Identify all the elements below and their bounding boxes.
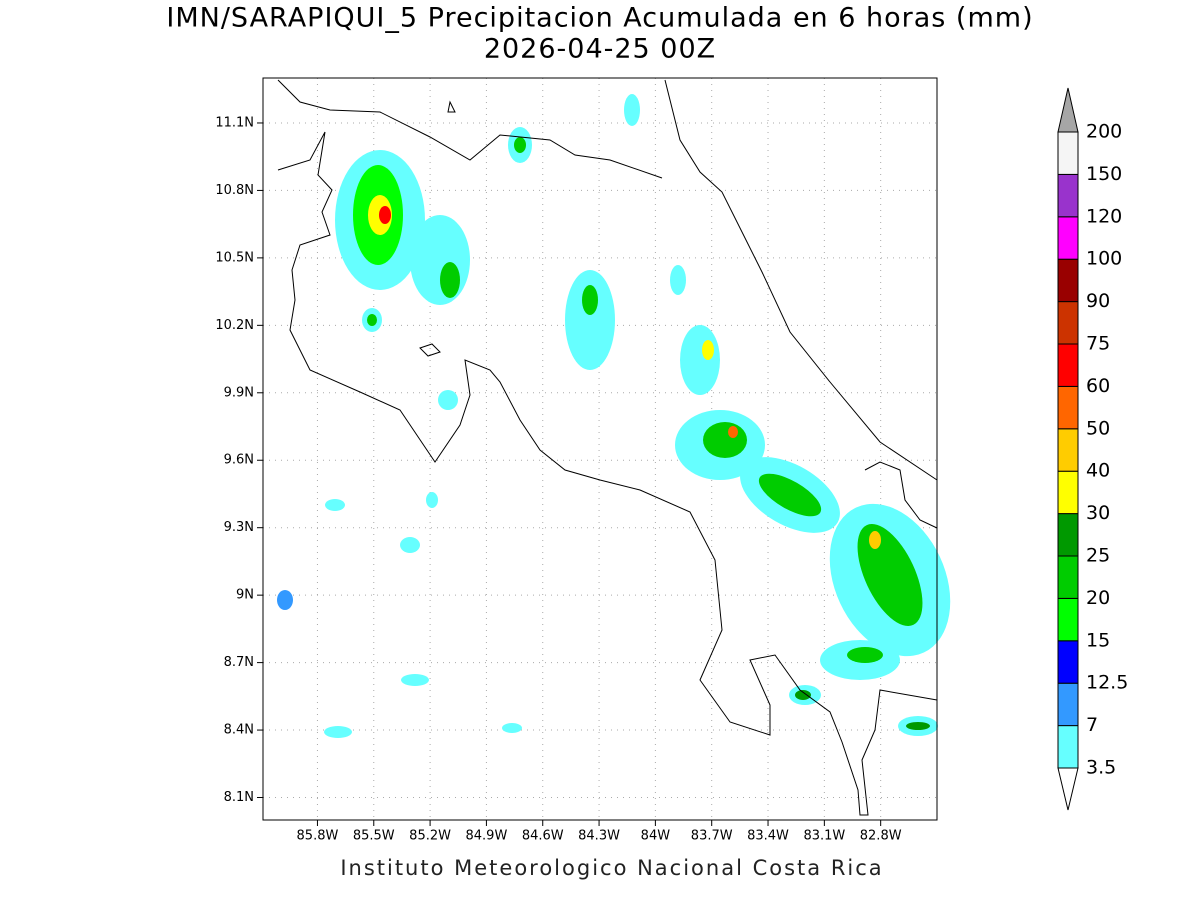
precip-cell xyxy=(869,531,881,549)
colorbar-label: 3.5 xyxy=(1086,757,1116,779)
colorbar-label: 75 xyxy=(1086,333,1110,355)
border xyxy=(277,79,663,179)
colorbar-swatch xyxy=(1057,470,1079,515)
precip-cell xyxy=(367,314,377,326)
coastline xyxy=(419,100,456,357)
precip-cell xyxy=(670,265,686,295)
precip-cell xyxy=(857,524,923,626)
precip-cell xyxy=(514,137,526,153)
precip-cell xyxy=(758,473,822,517)
y-tick-label: 10.5N xyxy=(215,250,254,265)
precip-cell xyxy=(795,690,811,700)
precip-cell xyxy=(906,722,930,730)
precip-cell xyxy=(565,270,615,370)
y-tick-label: 9N xyxy=(236,588,254,603)
colorbar-swatch xyxy=(1057,258,1079,303)
colorbar-label: 25 xyxy=(1086,545,1110,567)
coastlines xyxy=(277,79,938,816)
y-tick-label: 10.2N xyxy=(215,318,254,333)
y-tick-label: 9.6N xyxy=(224,453,254,468)
colorbar-label: 120 xyxy=(1086,205,1122,227)
map-frame xyxy=(262,77,938,821)
x-tick-label: 82.8W xyxy=(860,829,902,844)
axes: 85.8W 85.5W 85.2W 84.9W 84.6W 84.3W 84W 83.7W 83… xyxy=(215,115,901,843)
x-tick-label: 84W xyxy=(641,829,671,844)
y-tick-label: 9.3N xyxy=(224,520,254,535)
colorbar: 3.5 7 12.5 15 20 25 30 40 50 60 75 90 100 120 150 200 xyxy=(1057,87,1128,811)
precip-cell xyxy=(847,647,883,663)
colorbar-swatch xyxy=(1057,428,1079,472)
colorbar-label: 40 xyxy=(1086,460,1110,482)
colorbar-swatch xyxy=(1057,682,1079,727)
colorbar-swatch xyxy=(1057,131,1079,175)
y-tick-label: 10.8N xyxy=(215,183,254,198)
colorbar-swatch xyxy=(1057,216,1079,260)
precip-cell xyxy=(703,422,747,458)
colorbar-label: 12.5 xyxy=(1086,672,1128,694)
x-tick-label: 84.3W xyxy=(578,829,620,844)
x-tick-label: 83.1W xyxy=(803,829,845,844)
colorbar-swatch xyxy=(1057,343,1079,387)
precip-cell xyxy=(582,285,598,315)
x-tick-label: 83.7W xyxy=(691,829,733,844)
x-tick-label: 85.2W xyxy=(409,829,451,844)
precip-cell xyxy=(728,426,738,438)
colorbar-under xyxy=(1057,767,1079,811)
subtitle: 2026-04-25 00Z xyxy=(484,34,716,65)
precip-cell xyxy=(680,325,720,395)
colorbar-label: 60 xyxy=(1086,375,1110,397)
x-tick-label: 85.8W xyxy=(297,829,339,844)
colorbar-label: 100 xyxy=(1086,248,1122,270)
precip-cell xyxy=(379,206,391,224)
y-tick-label: 8.4N xyxy=(224,723,254,738)
colorbar-over xyxy=(1057,87,1079,133)
y-tick-label: 11.1N xyxy=(215,115,254,130)
precipitation xyxy=(277,94,951,738)
colorbar-label: 7 xyxy=(1086,714,1098,736)
x-tick-label: 83.4W xyxy=(747,829,789,844)
precip-cell xyxy=(440,262,460,298)
x-tick-label: 84.6W xyxy=(522,829,564,844)
colorbar-label: 20 xyxy=(1086,587,1110,609)
colorbar-label: 90 xyxy=(1086,290,1110,312)
colorbar-label: 30 xyxy=(1086,502,1110,524)
footer: Instituto Meteorologico Nacional Costa R… xyxy=(340,856,883,880)
x-tick-label: 84.9W xyxy=(466,829,508,844)
precip-cell xyxy=(401,674,429,686)
colorbar-swatch xyxy=(1057,385,1079,430)
colorbar-label: 50 xyxy=(1086,417,1110,439)
title: IMN/SARAPIQUI_5 Precipitacion Acumulada … xyxy=(166,3,1033,34)
precip-cell xyxy=(324,726,352,738)
precip-cell xyxy=(438,390,458,410)
colorbar-swatch xyxy=(1057,725,1079,769)
coastline xyxy=(664,79,938,481)
precip-cell xyxy=(277,590,293,610)
colorbar-swatch xyxy=(1057,640,1079,684)
precip-cell xyxy=(502,723,522,733)
colorbar-label: 15 xyxy=(1086,629,1110,651)
y-tick-label: 9.9N xyxy=(224,385,254,400)
y-tick-label: 8.1N xyxy=(224,790,254,805)
precip-cell xyxy=(426,492,438,508)
x-tick-label: 85.5W xyxy=(353,829,395,844)
colorbar-swatch xyxy=(1057,513,1079,557)
precip-cell xyxy=(410,215,470,305)
colorbar-swatch xyxy=(1057,301,1079,345)
colorbar-label: 200 xyxy=(1086,121,1122,143)
colorbar-swatch xyxy=(1057,173,1079,218)
colorbar-label: 150 xyxy=(1086,163,1122,185)
y-tick-label: 8.7N xyxy=(224,655,254,670)
precip-cell xyxy=(702,340,714,360)
precip-cell xyxy=(400,537,420,553)
colorbar-swatch xyxy=(1057,555,1079,599)
coastline xyxy=(277,131,938,816)
colorbar-swatch xyxy=(1057,597,1079,642)
precip-cell xyxy=(624,94,640,126)
precip-cell xyxy=(325,499,345,511)
border xyxy=(864,461,938,529)
